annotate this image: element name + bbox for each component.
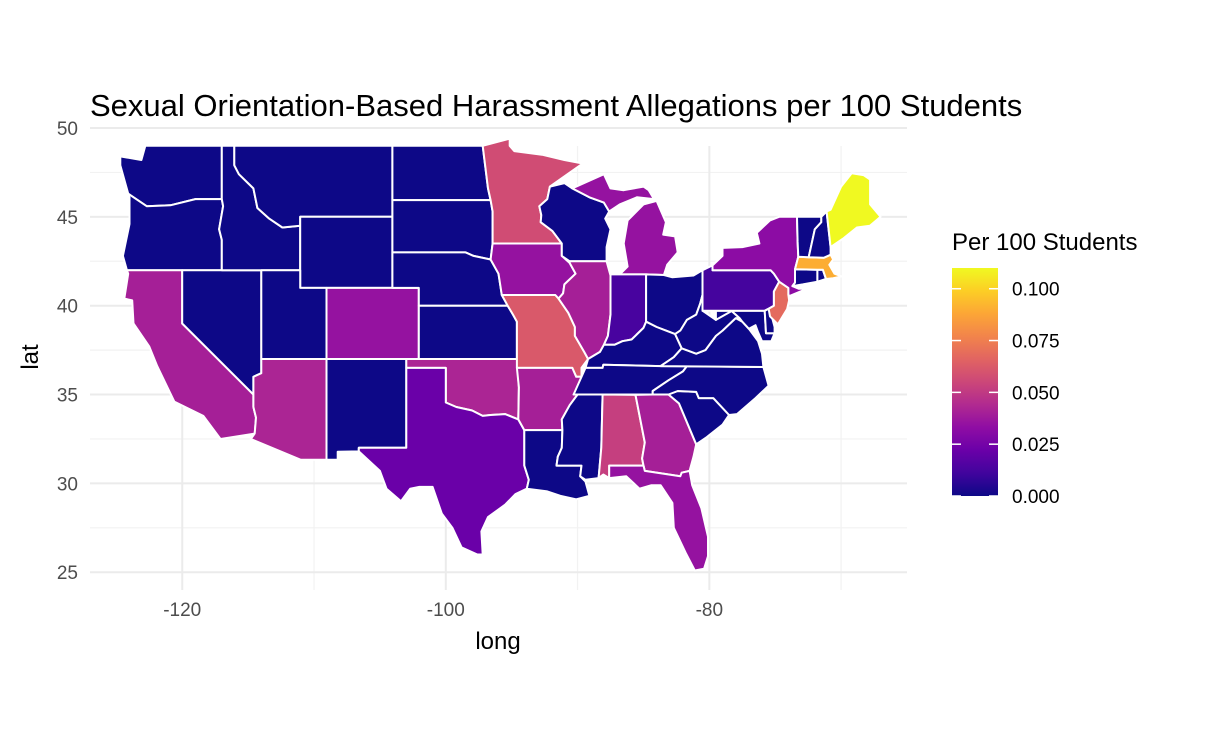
state-nc <box>651 365 770 416</box>
state-fl <box>608 464 709 572</box>
state-az <box>249 358 328 461</box>
y-tick-label: 25 <box>57 563 78 584</box>
state-co <box>325 286 420 360</box>
x-tick-label: -120 <box>163 600 201 621</box>
state-ct <box>791 268 819 288</box>
legend-colorbar <box>952 268 998 496</box>
y-axis-title: lat <box>17 344 44 370</box>
legend-title: Per 100 Students <box>952 229 1137 256</box>
legend-tick-label: 0.025 <box>1012 435 1060 456</box>
state-mi <box>618 199 679 276</box>
y-tick-label: 50 <box>57 119 78 140</box>
legend-tick-label: 0.000 <box>1012 487 1060 508</box>
state-nd <box>391 144 492 202</box>
legend-tick-label: 0.100 <box>1012 280 1060 301</box>
legend: Per 100 Students 0.000 0.025 0.050 0.075 0.1… <box>952 229 1137 508</box>
x-axis-tick-labels: -120 -100 -80 <box>163 600 723 621</box>
state-mi <box>571 173 655 213</box>
state-wi <box>538 182 612 263</box>
state-sd <box>391 199 494 261</box>
y-tick-label: 45 <box>57 208 78 229</box>
x-tick-label: -100 <box>427 600 465 621</box>
legend-ticks: 0.000 0.025 0.050 0.075 0.100 <box>952 280 1060 508</box>
state-nm <box>325 358 408 461</box>
x-tick-label: -80 <box>696 600 723 621</box>
y-tick-label: 30 <box>57 474 78 495</box>
state-wa <box>119 144 223 208</box>
state-tx <box>357 366 530 556</box>
y-axis-tick-labels: 25 30 35 40 45 50 <box>57 119 78 584</box>
state-polygons <box>119 137 882 572</box>
y-tick-label: 40 <box>57 297 78 318</box>
state-wy <box>299 215 394 289</box>
y-tick-label: 35 <box>57 386 78 407</box>
chart-title: Sexual Orientation-Based Harassment Alle… <box>90 88 1022 123</box>
state-or <box>121 192 225 272</box>
state-me <box>825 172 882 249</box>
state-ks <box>417 304 518 360</box>
legend-tick-label: 0.050 <box>1012 383 1060 404</box>
state-pa <box>701 264 781 312</box>
legend-tick-label: 0.075 <box>1012 332 1060 353</box>
x-axis-title: long <box>475 628 520 655</box>
